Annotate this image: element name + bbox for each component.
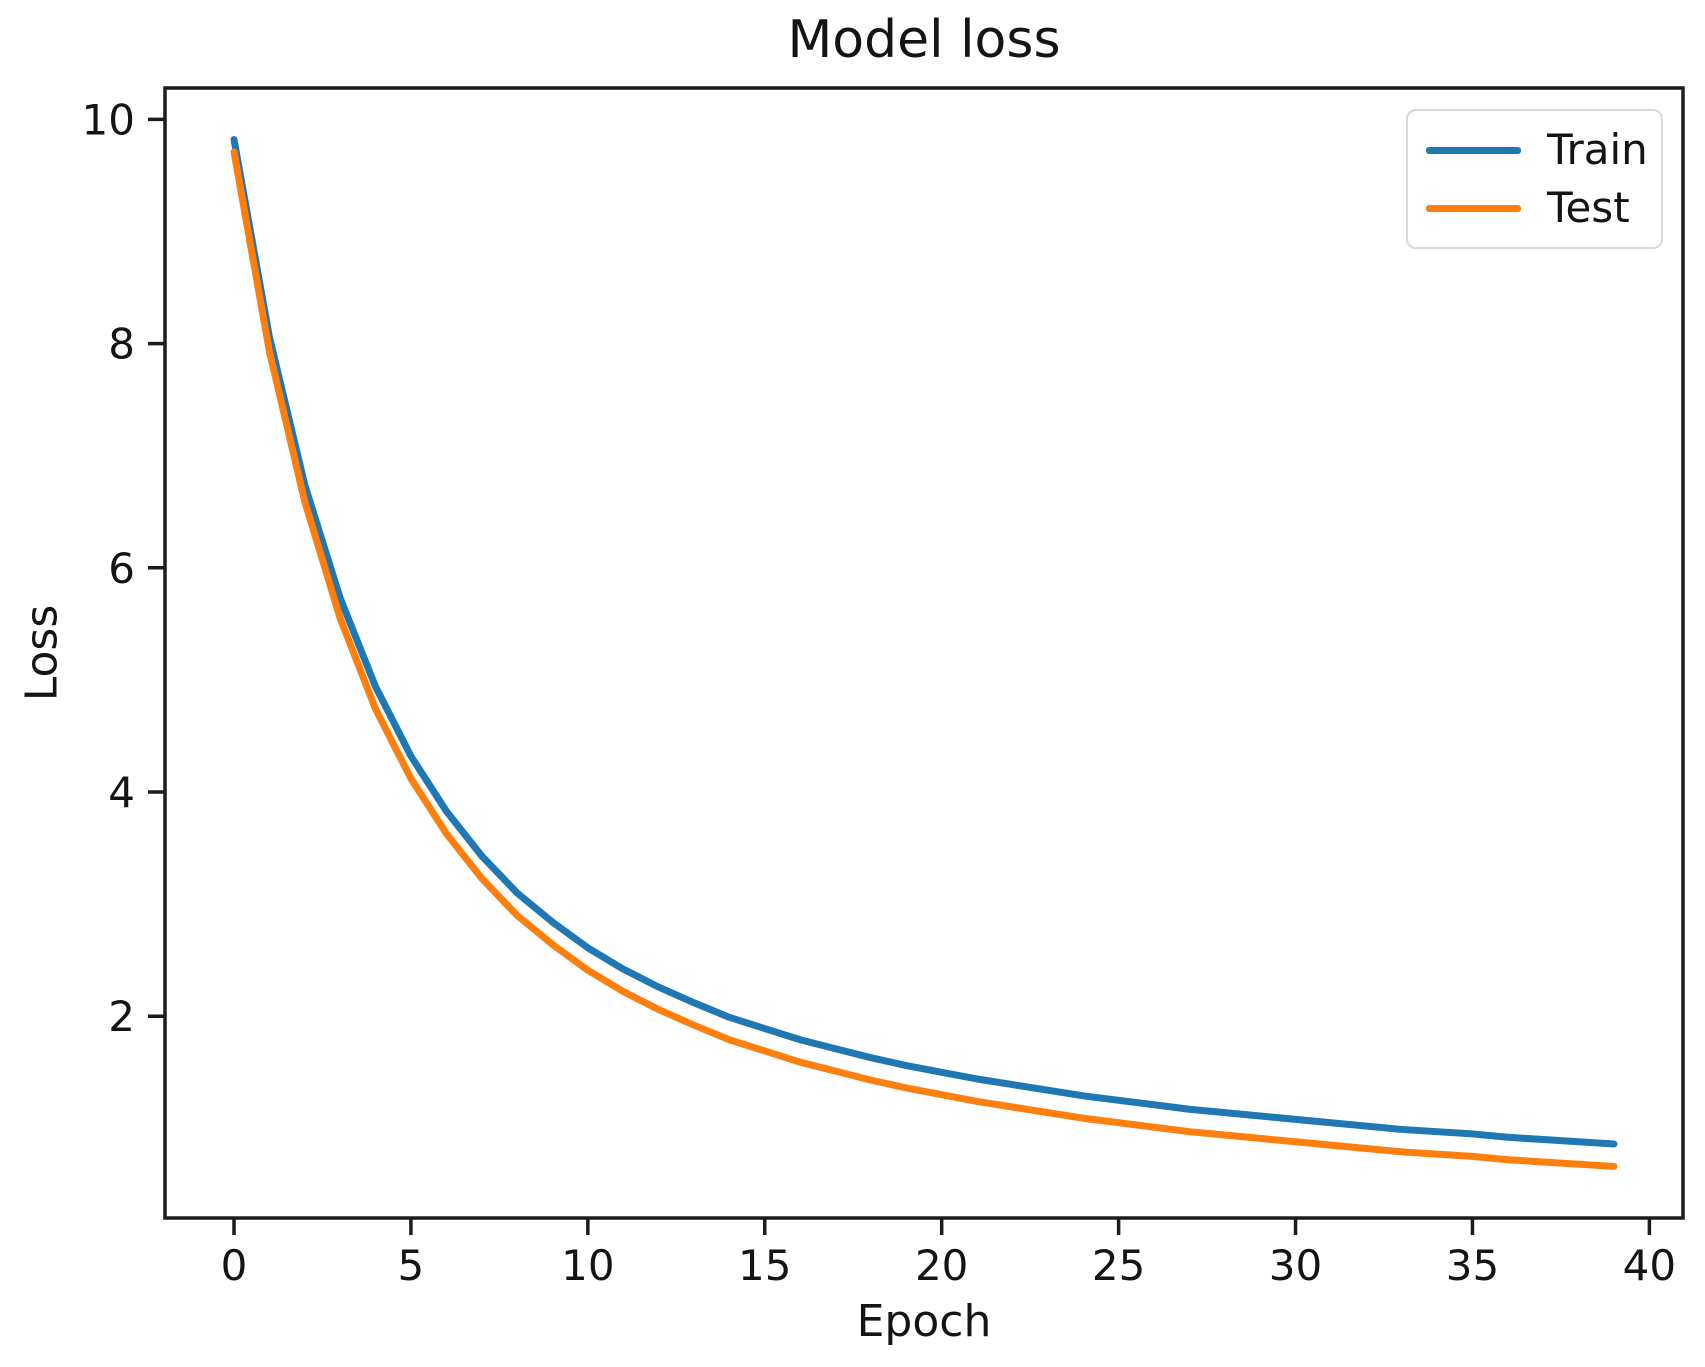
test-line-swatch	[1426, 204, 1521, 212]
legend: Train Test	[1406, 109, 1663, 249]
y-tick-label: 10	[82, 95, 135, 144]
x-axis-label: Epoch	[856, 1296, 992, 1347]
legend-label-train: Train	[1547, 125, 1648, 174]
x-tick-label: 35	[1446, 1241, 1499, 1290]
chart-title: Model loss	[787, 10, 1061, 70]
legend-label-test: Test	[1547, 183, 1630, 232]
y-tick-label: 8	[108, 320, 135, 369]
legend-item-test: Test	[1426, 187, 1643, 229]
train-loss-line	[230, 136, 1618, 1148]
x-tick-label: 15	[738, 1241, 791, 1290]
y-tick-label: 4	[108, 768, 135, 817]
y-tick-label: 6	[108, 544, 135, 593]
legend-item-train: Train	[1426, 129, 1648, 171]
x-tick-label: 5	[398, 1241, 425, 1290]
x-tick-label: 10	[561, 1241, 614, 1290]
x-tick-label: 30	[1269, 1241, 1322, 1290]
x-tick-label: 20	[915, 1241, 968, 1290]
y-tick-label: 2	[108, 992, 135, 1041]
plot-frame	[163, 86, 1685, 1220]
train-line-swatch	[1426, 146, 1521, 154]
x-tick-label: 25	[1092, 1241, 1145, 1290]
x-tick-label: 0	[221, 1241, 248, 1290]
test-loss-line	[230, 148, 1618, 1170]
y-axis-label: Loss	[16, 604, 68, 702]
x-tick-label: 40	[1623, 1241, 1676, 1290]
